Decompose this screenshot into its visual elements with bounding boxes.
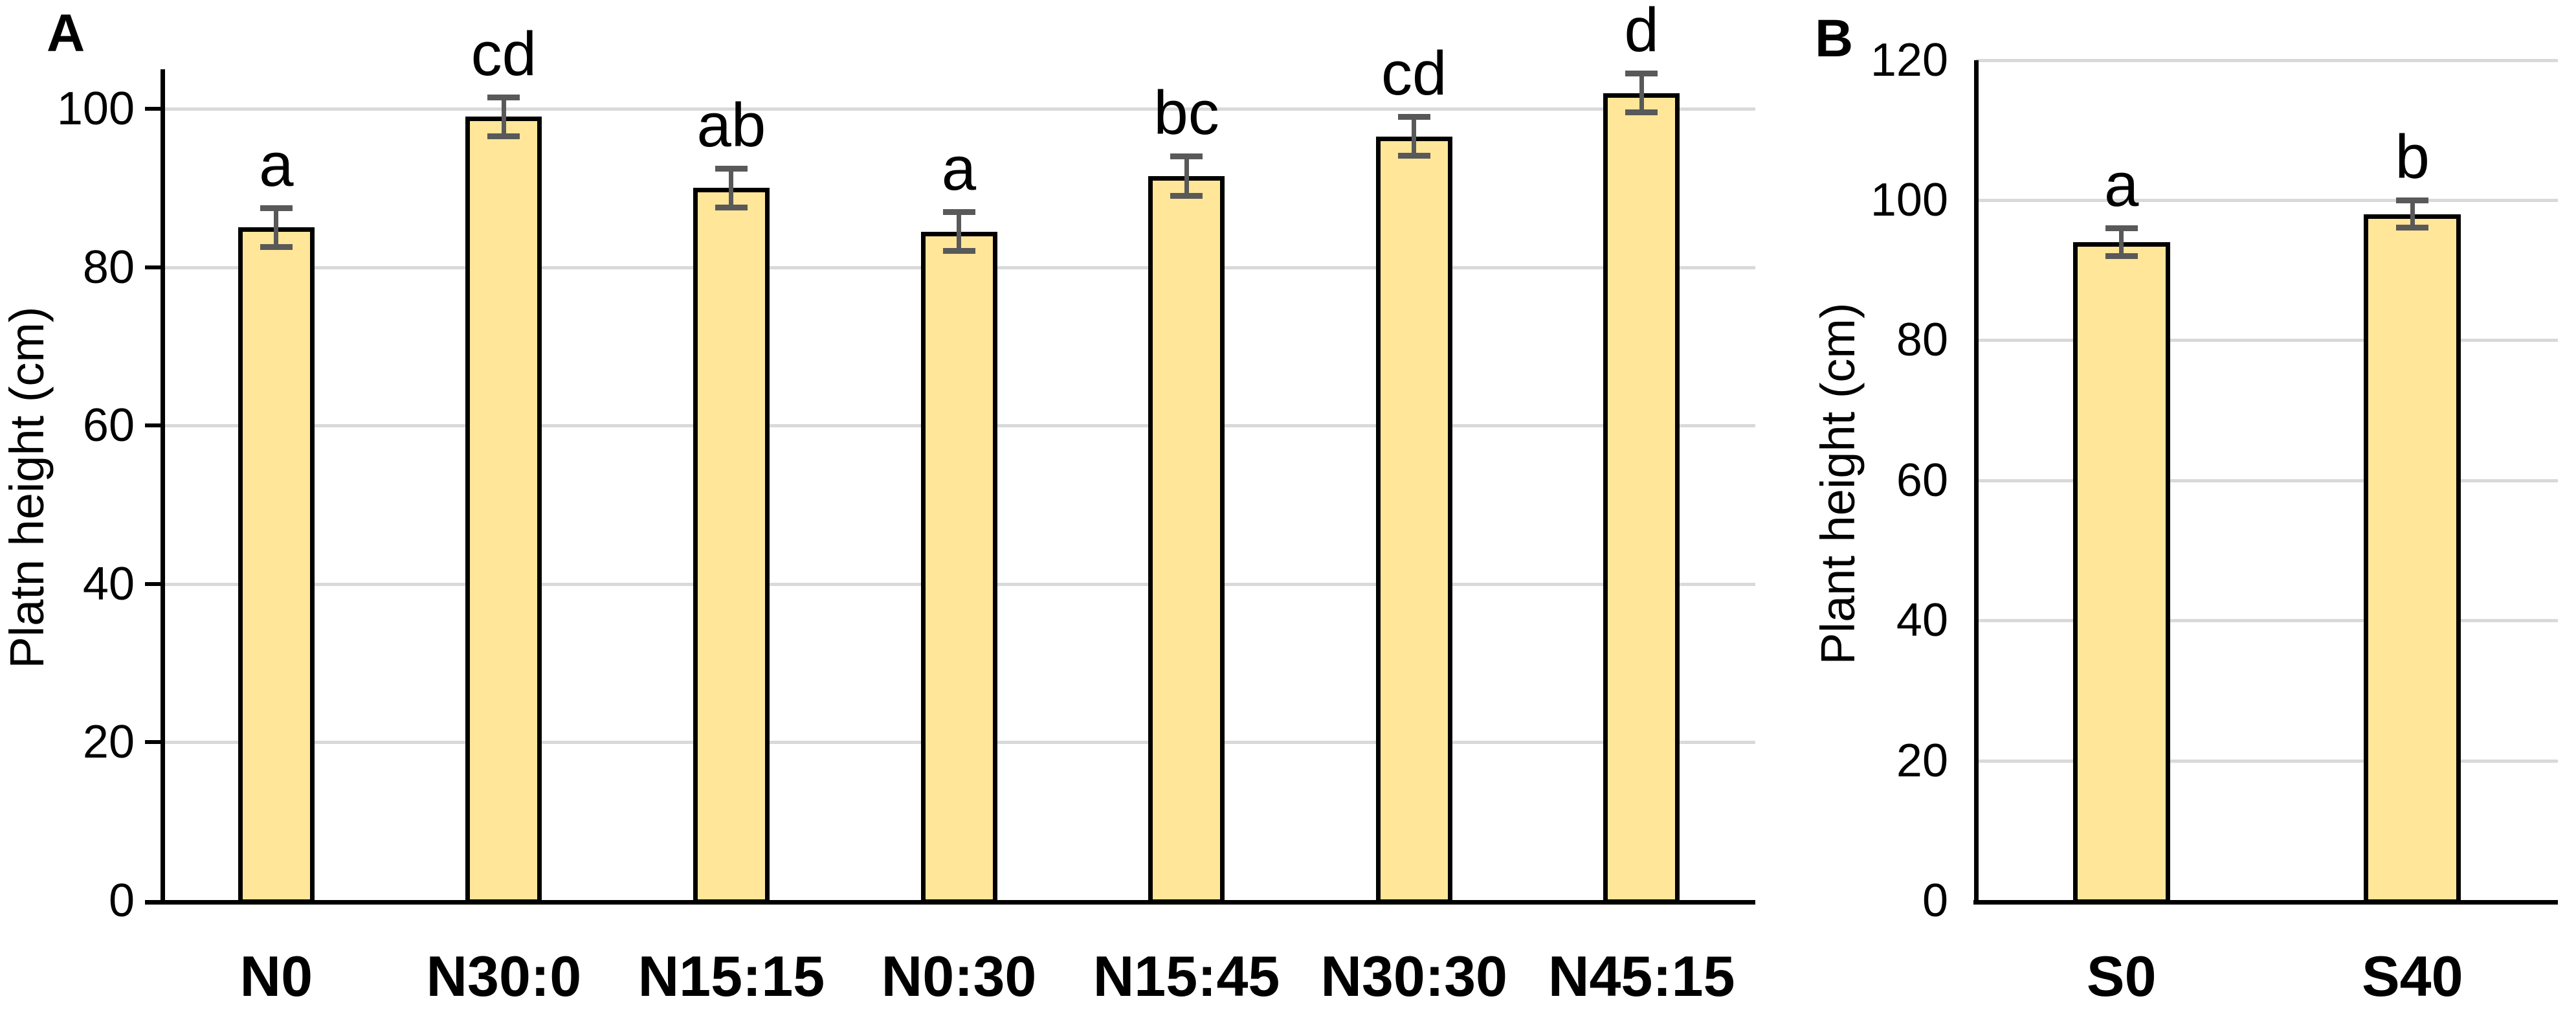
bar-N0 (238, 227, 315, 904)
x-axis-line (145, 900, 1755, 905)
significance-letter-S40: b (2395, 122, 2430, 192)
y-tick-label-100: 100 (1870, 174, 1948, 226)
y-tick-label-0: 0 (108, 875, 135, 927)
x-tick-label-N0:30: N0:30 (881, 944, 1037, 1008)
error-bar-cap-bottom-N0 (260, 244, 293, 251)
bar-N30:0 (465, 117, 542, 904)
x-tick-label-N30:0: N30:0 (426, 944, 582, 1008)
significance-letter-N0:30: a (941, 133, 977, 203)
error-bar-cap-top-N0 (260, 205, 293, 211)
error-bar-cap-top-S0 (2105, 225, 2138, 232)
error-bar-N15:45 (1184, 156, 1189, 196)
error-bar-cap-top-N30:0 (487, 94, 520, 100)
gridline-40 (1976, 619, 2558, 623)
error-bar-N0:30 (957, 211, 961, 252)
error-bar-cap-top-N15:45 (1170, 153, 1203, 160)
error-bar-cap-bottom-N15:45 (1170, 192, 1203, 199)
panel-a-tag: A (47, 4, 85, 63)
significance-letter-N15:45: bc (1153, 78, 1219, 148)
error-bar-cap-top-N45:15 (1625, 70, 1658, 76)
x-tick-label-N30:30: N30:30 (1320, 944, 1507, 1008)
error-bar-cap-bottom-N30:0 (487, 133, 520, 139)
y-tick-label-100: 100 (56, 83, 135, 135)
error-bar-N15:15 (729, 168, 734, 208)
x-tick-label-N45:15: N45:15 (1548, 944, 1735, 1008)
bar-S0 (2072, 242, 2170, 904)
gridline-120 (1976, 58, 2558, 62)
bar-N15:45 (1148, 175, 1225, 904)
gridline-60 (1976, 479, 2558, 482)
y-tick-label-20: 20 (82, 716, 135, 769)
error-bar-cap-top-N30:30 (1397, 114, 1430, 120)
significance-letter-N30:30: cd (1381, 39, 1447, 109)
error-bar-cap-top-N0:30 (942, 208, 975, 215)
panel-b-tag: B (1815, 9, 1854, 68)
error-bar-N30:0 (501, 96, 506, 137)
y-axis-tick-80 (145, 265, 164, 269)
bar-N0:30 (920, 231, 997, 904)
x-tick-label-N0: N0 (239, 944, 313, 1008)
y-axis-tick-60 (145, 423, 164, 428)
gridline-80 (1976, 339, 2558, 343)
y-tick-label-80: 80 (1896, 314, 1948, 366)
significance-letter-N45:15: d (1624, 0, 1659, 65)
significance-letter-N30:0: cd (471, 19, 537, 89)
y-axis-tick-40 (145, 581, 164, 586)
error-bar-cap-bottom-N30:30 (1397, 153, 1430, 159)
error-bar-cap-bottom-N15:15 (715, 204, 748, 210)
gridline-20 (1976, 759, 2558, 763)
error-bar-N30:30 (1412, 117, 1417, 157)
gridline-100 (1976, 199, 2558, 202)
error-bar-N45:15 (1639, 73, 1644, 113)
significance-letter-N15:15: ab (696, 90, 766, 160)
significance-letter-N0: a (259, 130, 294, 199)
error-bar-cap-bottom-S40 (2396, 225, 2429, 231)
y-tick-label-80: 80 (82, 241, 135, 293)
y-axis-line (161, 69, 165, 903)
y-axis-tick-100 (145, 107, 164, 111)
error-bar-cap-bottom-N0:30 (942, 248, 975, 254)
y-tick-label-20: 20 (1896, 734, 1948, 787)
x-tick-label-N15:15: N15:15 (638, 944, 825, 1008)
y-axis-line (1974, 60, 1979, 903)
x-tick-label-S0: S0 (2086, 944, 2157, 1008)
error-bar-cap-bottom-S0 (2105, 253, 2138, 259)
y-tick-label-60: 60 (1896, 454, 1948, 506)
y-tick-label-0: 0 (1922, 875, 1948, 927)
error-bar-cap-bottom-N45:15 (1625, 109, 1658, 116)
bar-N30:30 (1375, 136, 1452, 904)
error-bar-cap-top-N15:15 (715, 165, 748, 172)
x-tick-label-S40: S40 (2361, 944, 2463, 1008)
bar-N45:15 (1603, 93, 1680, 904)
y-tick-label-120: 120 (1870, 34, 1948, 86)
x-tick-label-N15:45: N15:45 (1093, 944, 1280, 1008)
y-tick-label-40: 40 (82, 558, 135, 610)
error-bar-N0 (274, 207, 279, 248)
error-bar-cap-top-S40 (2396, 197, 2429, 203)
significance-letter-S0: a (2104, 150, 2139, 220)
error-bar-S40 (2410, 200, 2415, 229)
y-tick-label-40: 40 (1896, 594, 1948, 647)
y-axis-tick-20 (145, 740, 164, 745)
bar-S40 (2364, 214, 2461, 904)
y-tick-label-60: 60 (82, 400, 135, 452)
error-bar-S0 (2119, 228, 2124, 256)
gridline-100 (162, 107, 1755, 111)
x-axis-line (1973, 900, 2558, 905)
